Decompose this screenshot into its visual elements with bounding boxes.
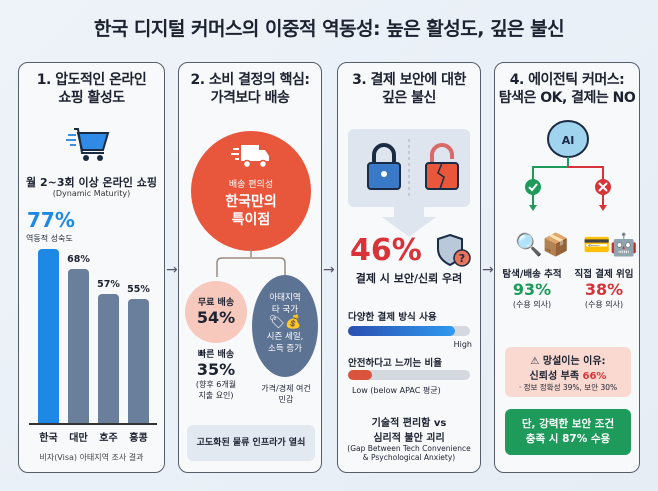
arrow-right-icon: → bbox=[482, 262, 494, 278]
sale-tag-money-bag-icon: 🏷💰 bbox=[268, 315, 302, 330]
panel-heading: 2. 소비 결정의 핵심: bbox=[190, 72, 310, 88]
apac-label: 아태지역 bbox=[269, 293, 301, 303]
concern-percent: 46% bbox=[350, 233, 422, 268]
panel-heading: 쇼핑 활성도 bbox=[58, 90, 125, 106]
logistics-key-box: 고도화된 물류 인프라가 열쇠 bbox=[187, 425, 315, 461]
concern-label: 결제 시 보안/신뢰 우려 bbox=[355, 272, 463, 285]
payment-variety-bar bbox=[348, 326, 470, 336]
chart-subtitle: 월 2~3회 이상 온라인 쇼핑 bbox=[26, 176, 157, 189]
panel-heading: 깊은 불신 bbox=[382, 90, 436, 106]
acceptance-box: 단, 강력한 보안 조건 충족 시 87% 수용 bbox=[505, 409, 631, 455]
safety-feeling-label: 안전하다고 느끼는 비율 bbox=[348, 358, 443, 369]
fast-delivery-label: 빠른 배송 bbox=[197, 350, 235, 360]
highlight-label: 역동적 성숙도 bbox=[26, 234, 73, 243]
page-title: 한국 디지털 커머스의 이중적 역동성: 높은 활성도, 깊은 불신 bbox=[93, 18, 565, 40]
category-label: 대만 bbox=[69, 433, 88, 444]
delivery-truck-icon bbox=[231, 145, 269, 169]
branch-connector bbox=[216, 249, 286, 277]
category-label: 홍콩 bbox=[129, 433, 148, 444]
panel-heading: 3. 결제 보안에 대한 bbox=[352, 72, 466, 88]
panel-heading: 4. 에이전틱 커머스: bbox=[509, 72, 625, 88]
ai-decision-tree: AI bbox=[525, 120, 611, 211]
search-tracking-note: (수용 의사) bbox=[512, 300, 552, 309]
gap-title: 기술적 편리함 vs bbox=[371, 418, 447, 429]
hesitation-reason-box: ⚠ 망설이는 이유: 신뢰성 부족 66% · 정보 정확성 39%, 보안 3… bbox=[505, 347, 631, 397]
gap-title: 심리적 불안 괴리 bbox=[373, 433, 445, 444]
payment-delegation-value: 38% bbox=[584, 280, 624, 299]
arrow-right-icon: → bbox=[166, 262, 178, 278]
apac-ellipse: 아태지역 타 국가 🏷💰 시즌 세일, 소득 증가 bbox=[252, 275, 318, 377]
acceptance-text: 단, 강력한 보안 조건 bbox=[521, 418, 615, 430]
chart-baseline bbox=[29, 423, 157, 425]
gap-subtitle: & Psychological Anxiety) bbox=[362, 453, 456, 462]
category-label: 한국 bbox=[39, 433, 58, 444]
panel-heading: 가격보다 배송 bbox=[210, 90, 290, 106]
panel-delivery: 2. 소비 결정의 핵심: 가격보다 배송 배송 편의성 한국만의 특이점 무료 … bbox=[178, 62, 322, 473]
apac-note: 가격/경제 여건 bbox=[261, 384, 311, 393]
free-delivery-bubble: 무료 배송 54% bbox=[185, 281, 247, 343]
search-tracking-value: 93% bbox=[512, 280, 552, 299]
warning-reason-value: 66% bbox=[582, 371, 607, 382]
safety-feeling-note: Low (below APAC 평균) bbox=[352, 386, 441, 395]
safety-feeling-bar bbox=[348, 370, 470, 380]
bar-2 bbox=[98, 294, 119, 423]
magnifier-box-icon: 🔍📦 bbox=[515, 233, 570, 258]
delivery-circle: 배송 편의성 한국만의 특이점 bbox=[191, 131, 311, 251]
apac-label: 소득 증가 bbox=[268, 344, 302, 354]
check-icon bbox=[525, 179, 541, 195]
warning-title: 망설이는 이유: bbox=[542, 356, 606, 367]
circle-main: 한국만의 bbox=[225, 194, 277, 210]
panel-heading: 1. 압도적인 온라인 bbox=[36, 72, 147, 88]
free-delivery-label: 무료 배송 bbox=[197, 298, 235, 308]
payment-variety-label: 다양한 결제 방식 사용 bbox=[348, 312, 437, 323]
shield-question-icon: ? bbox=[437, 233, 471, 267]
bar-3 bbox=[128, 298, 149, 423]
fast-delivery-value: 35% bbox=[196, 360, 236, 379]
warning-icon: ⚠ bbox=[530, 356, 540, 367]
down-arrow-icon bbox=[382, 207, 436, 237]
panel-heading: 탐색은 OK, 결제는 NO bbox=[498, 90, 636, 106]
warning-reason: 신뢰성 부족 bbox=[529, 371, 583, 382]
shopping-cart-icon bbox=[66, 128, 110, 161]
gap-subtitle: (Gap Between Tech Convenience bbox=[347, 444, 471, 453]
ai-brain-icon: AI bbox=[547, 120, 589, 158]
category-label: 호주 bbox=[99, 433, 118, 444]
highlight-value: 77% bbox=[27, 208, 75, 232]
bar-0 bbox=[38, 248, 59, 423]
panel-agentic-commerce: 4. 에이전틱 커머스: 탐색은 OK, 결제는 NO AI 🔍📦 💳🤖 탐색/배… bbox=[494, 62, 640, 473]
arrow-right-icon: → bbox=[323, 262, 335, 278]
chart-subtitle-en: (Dynamic Maturity) bbox=[52, 189, 131, 198]
apac-note: 민감 bbox=[278, 395, 294, 404]
broken-padlock-icon bbox=[425, 143, 459, 190]
svg-text:AI: AI bbox=[562, 134, 575, 147]
bar-value-label: 57% bbox=[97, 279, 120, 291]
bar-1 bbox=[68, 269, 89, 423]
search-tracking-label: 탐색/배송 추적 bbox=[502, 269, 562, 280]
bar-chart: 한국 68% 대만 57% 호주 55% 홍콩 bbox=[19, 63, 166, 474]
warning-detail: · 정보 정확성 39%, 보안 30% bbox=[518, 383, 618, 392]
payment-delegation-note: (수용 의사) bbox=[584, 300, 624, 309]
payment-variety-note: High bbox=[453, 340, 472, 349]
apac-label: 시즌 세일, bbox=[266, 332, 304, 342]
circle-subtitle: 배송 편의성 bbox=[228, 180, 274, 190]
fast-delivery-note: (향후 6개월 bbox=[195, 380, 237, 389]
free-delivery-value: 54% bbox=[196, 308, 236, 327]
lock-icons bbox=[367, 139, 459, 237]
bar-value-label: 55% bbox=[127, 283, 150, 295]
acceptance-text: 충족 시 87% 수용 bbox=[525, 433, 611, 445]
svg-text:?: ? bbox=[459, 252, 465, 265]
bar-value-label: 68% bbox=[67, 254, 90, 266]
fast-delivery-note: 지출 요인) bbox=[198, 391, 234, 400]
payment-delegation-label: 직접 결제 위임 bbox=[574, 269, 634, 280]
apac-label: 타 국가 bbox=[271, 305, 299, 315]
circle-main: 특이점 bbox=[231, 212, 271, 228]
locked-padlock-icon bbox=[367, 143, 401, 190]
source-note: 비자(Visa) 아태지역 조사 결과 bbox=[39, 453, 144, 462]
card-robot-icon: 💳🤖 bbox=[583, 233, 638, 258]
